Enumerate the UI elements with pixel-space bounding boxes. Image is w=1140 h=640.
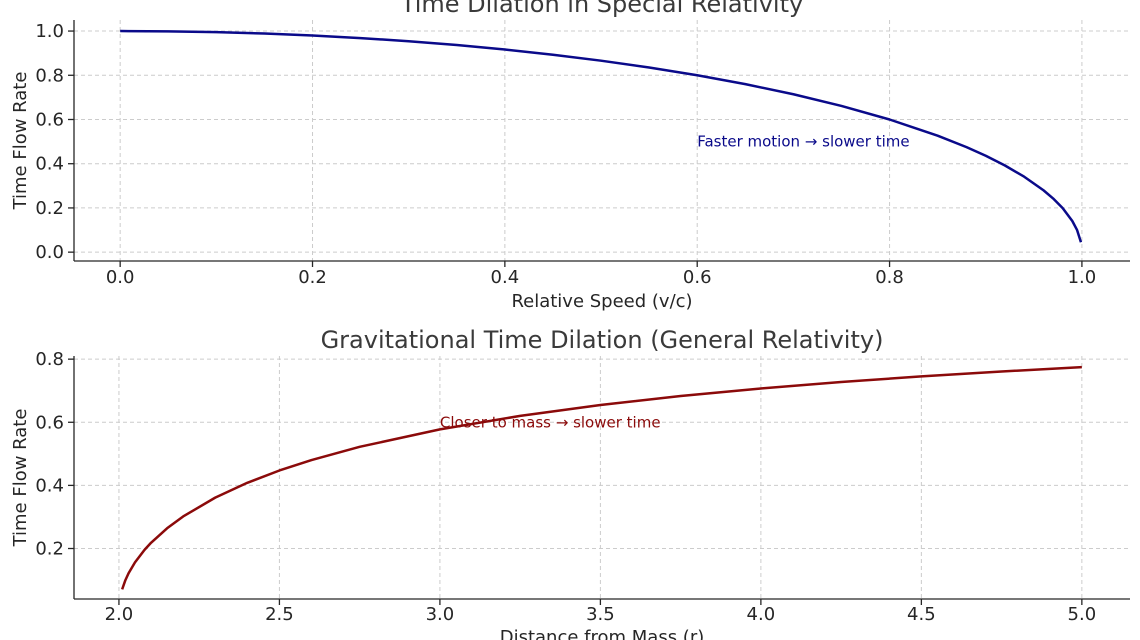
annotation-label: Closer to mass → slower time — [440, 413, 661, 431]
chart-panel-1: 0.0 0.2 0.4 0.6 0.8 1.0 0.0 0.2 0.4 0.6 0.8 1.0 Fast… — [10, 0, 1130, 312]
y-axis-label: Time Flow Rate — [10, 409, 31, 548]
x-tick-label: 4.5 — [907, 604, 936, 625]
x-tick-label: 2.0 — [105, 604, 134, 625]
x-axis-label: Relative Speed (v/c) — [511, 291, 692, 312]
y-tick-label: 0.4 — [35, 475, 64, 496]
y-tick-label: 1.0 — [35, 21, 64, 42]
x-tick-label: 0.0 — [106, 267, 135, 288]
y-tick-label: 0.6 — [35, 109, 64, 130]
x-tick-label: 3.5 — [586, 604, 615, 625]
chart-title: Gravitational Time Dilation (General Rel… — [321, 326, 884, 354]
y-tick-label: 0.0 — [35, 242, 64, 263]
chart-title: Time Dilation in Special Relativity — [400, 0, 803, 18]
series-line — [120, 29, 1083, 243]
y-tick-label: 0.6 — [35, 412, 64, 433]
y-tick-label: 0.2 — [35, 539, 64, 560]
y-tick-label: 0.4 — [35, 154, 64, 175]
x-tick-label: 3.0 — [426, 604, 455, 625]
y-axis-label: Time Flow Rate — [10, 72, 31, 211]
x-tick-label: 0.2 — [298, 267, 327, 288]
y-tick-label: 0.2 — [35, 198, 64, 219]
x-axis-label: Distance from Mass (r) — [500, 627, 705, 640]
x-tick-label: 1.0 — [1068, 267, 1097, 288]
x-tick-label: 0.8 — [875, 267, 904, 288]
x-tick-label: 5.0 — [1068, 604, 1097, 625]
chart-panel-2: 2.0 2.5 3.0 3.5 4.0 4.5 5.0 0.2 0.4 0.6 0.8 Closer … — [10, 326, 1130, 640]
series-line — [120, 365, 1082, 590]
y-tick-label: 0.8 — [35, 349, 64, 370]
x-tick-label: 4.0 — [747, 604, 776, 625]
y-tick-label: 0.8 — [35, 65, 64, 86]
x-tick-label: 2.5 — [265, 604, 294, 625]
x-tick-label: 0.6 — [683, 267, 712, 288]
annotation-label: Faster motion → slower time — [697, 133, 909, 151]
x-tick-label: 0.4 — [491, 267, 520, 288]
